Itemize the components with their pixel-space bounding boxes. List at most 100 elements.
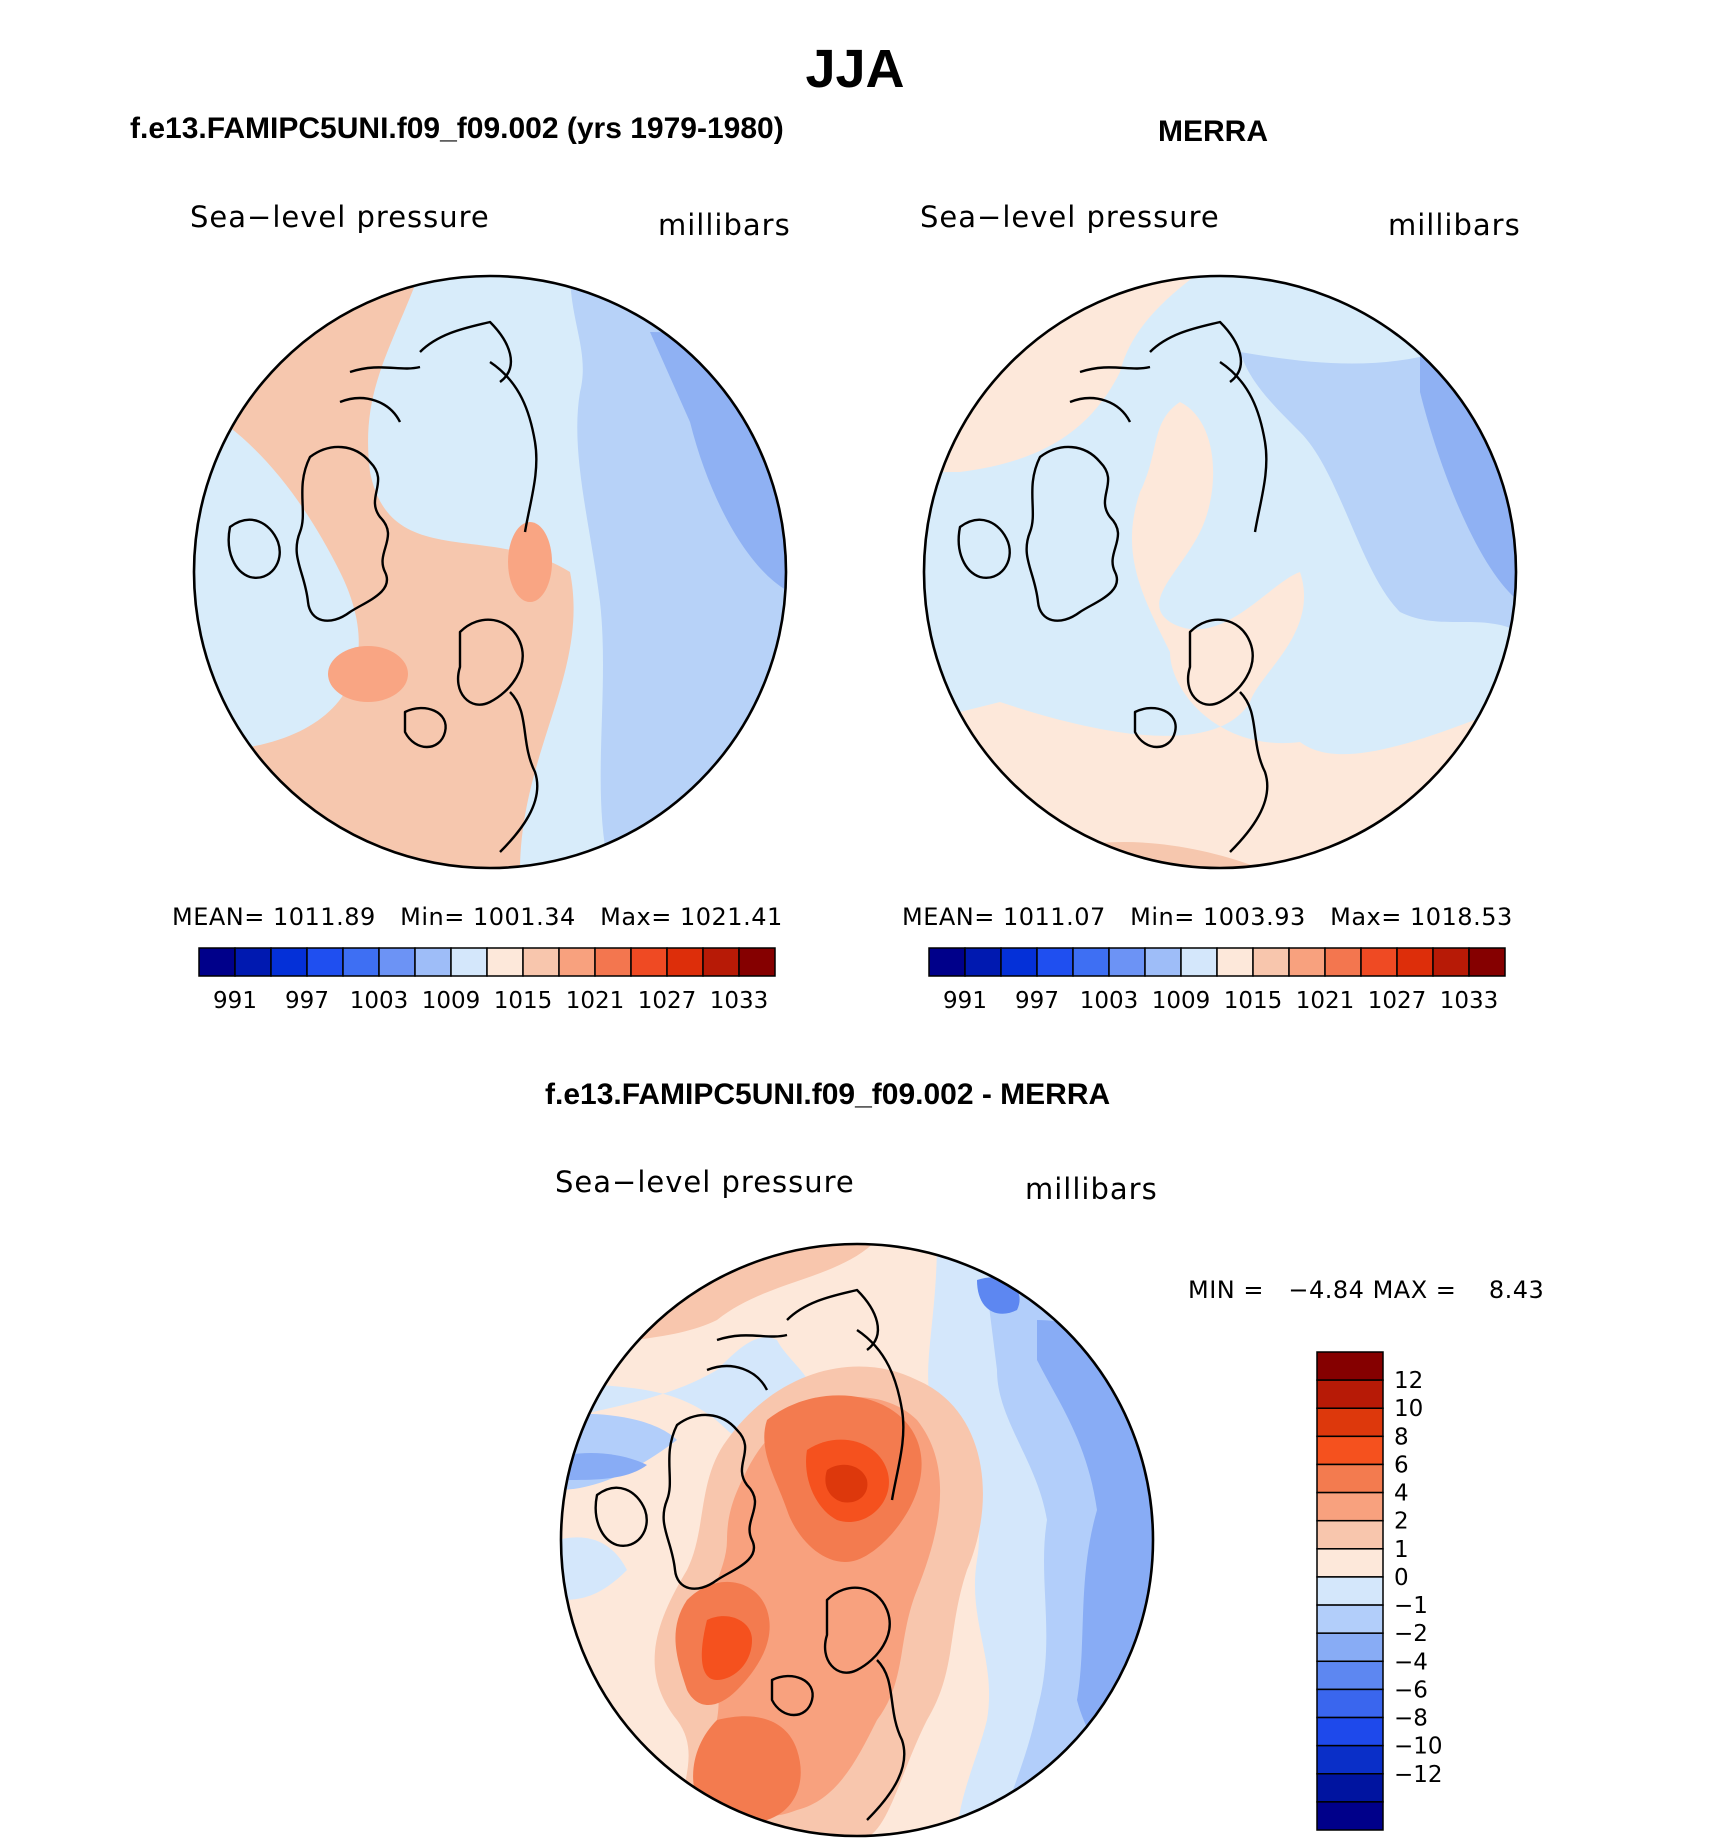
panel-2-mean-value: 1011.07 [1003, 903, 1106, 931]
diff-colorbar-box-5 [1316, 1491, 1384, 1522]
panel-3-max-label: MAX = [1372, 1276, 1457, 1304]
colorbar-1-box-9 [522, 947, 560, 977]
panel-2-units: millibars [1388, 208, 1521, 242]
colorbar-2-tick-label: 1033 [1440, 988, 1499, 1014]
colorbar-2-tick-label: 1027 [1368, 988, 1427, 1014]
colorbar-2-box-8 [1216, 947, 1254, 977]
colorbar-1-box-7 [450, 947, 488, 977]
diff-colorbar-tick-label: −1 [1394, 1593, 1428, 1619]
diff-colorbar-tick-label: −4 [1394, 1649, 1428, 1675]
diff-colorbar-box-4 [1316, 1463, 1384, 1494]
diff-colorbar-box-12 [1316, 1688, 1384, 1719]
diff-colorbar-box-3 [1316, 1435, 1384, 1466]
colorbar-2-box-10 [1288, 947, 1326, 977]
colorbar-1-box-1 [234, 947, 272, 977]
panel-3-field-label: Sea−level pressure [555, 1165, 855, 1199]
colorbar-1-tick-label: 1003 [350, 988, 409, 1014]
colorbar-1-box-0 [198, 947, 236, 977]
colorbar-2-tick-label: 1021 [1296, 988, 1355, 1014]
diff-colorbar-tick-label: 8 [1394, 1424, 1409, 1450]
diff-colorbar-tick-label: −12 [1394, 1762, 1443, 1788]
diff-colorbar-tick-label: 12 [1394, 1368, 1423, 1394]
colorbar-2-box-7 [1180, 947, 1218, 977]
colorbar-1-tick-label: 991 [213, 988, 257, 1014]
colorbar-2-tick-label: 1003 [1080, 988, 1139, 1014]
diff-colorbar-box-9 [1316, 1604, 1384, 1634]
diff-colorbar-box-7 [1316, 1548, 1384, 1578]
colorbar-2-box-6 [1144, 947, 1182, 977]
diff-colorbar-box-0 [1316, 1351, 1384, 1381]
diff-colorbar-box-8 [1316, 1576, 1384, 1606]
panel-1-map [192, 274, 788, 870]
colorbar-2-box-0 [928, 947, 966, 977]
diff-colorbar-tick-label: −2 [1394, 1621, 1428, 1647]
colorbar-1-tick-label: 1009 [422, 988, 481, 1014]
diff-colorbar-box-14 [1316, 1744, 1384, 1775]
colorbar-2-box-9 [1252, 947, 1290, 977]
colorbar-2-box-1 [964, 947, 1002, 977]
panel-3-min-value: −4.84 [1288, 1276, 1365, 1304]
panel-2-max-label: Max= [1330, 903, 1402, 931]
figure-title: JJA [805, 39, 905, 99]
panel-2-map [922, 274, 1518, 870]
panel-1-field-label: Sea−level pressure [190, 200, 490, 234]
colorbar-2-tick-label: 997 [1015, 988, 1059, 1014]
diff-colorbar-box-2 [1316, 1407, 1384, 1438]
colorbar-1-box-5 [378, 947, 416, 977]
colorbar-1-box-4 [342, 947, 380, 977]
panel-1-mean-value: 1011.89 [273, 903, 376, 931]
colorbar-1-box-8 [486, 947, 524, 977]
panel-3-units: millibars [1025, 1172, 1158, 1206]
colorbar-1-box-13 [666, 947, 704, 977]
colorbar-2-box-4 [1072, 947, 1110, 977]
diff-colorbar-box-13 [1316, 1716, 1384, 1747]
colorbar-2-box-12 [1360, 947, 1398, 977]
diff-colorbar-box-15 [1316, 1773, 1384, 1803]
panel-3-stats: MIN = −4.84 MAX = 8.43 [1188, 1276, 1544, 1304]
panel-1-min-label: Min= [400, 903, 465, 931]
panel-3-heading: f.e13.FAMIPC5UNI.f09_f09.002 - MERRA [545, 1078, 1111, 1111]
colorbar-2-box-14 [1432, 947, 1470, 977]
colorbar-1-box-15 [738, 947, 776, 977]
colorbar-1-tick-label: 1027 [638, 988, 697, 1014]
colorbar-2-tick-label: 991 [943, 988, 987, 1014]
colorbar-2-box-5 [1108, 947, 1146, 977]
diff-colorbar-tick-label: 0 [1394, 1565, 1409, 1591]
diff-colorbar-tick-label: 4 [1394, 1481, 1409, 1507]
colorbar-2-box-2 [1000, 947, 1038, 977]
diff-colorbar-tick-label: −10 [1394, 1734, 1443, 1760]
diff-colorbar-tick-label: 2 [1394, 1509, 1409, 1535]
colorbar-2-tick-label: 1015 [1224, 988, 1283, 1014]
colorbar-1-tick-label: 1033 [710, 988, 769, 1014]
colorbar-1-box-12 [630, 947, 668, 977]
diff-colorbar-box-1 [1316, 1379, 1384, 1409]
panel-2-heading: MERRA [1158, 115, 1268, 148]
panel-1-mean-label: MEAN= [172, 903, 265, 931]
colorbar-1-box-2 [270, 947, 308, 977]
panel-3-max-value: 8.43 [1488, 1276, 1545, 1304]
colorbar-1-box-14 [702, 947, 740, 977]
colorbar-2-tick-label: 1009 [1152, 988, 1211, 1014]
panel-3-min-label: MIN = [1188, 1276, 1264, 1304]
panel-1-colorbar: 991 997 1003 1009 1015 1021 1027 1033 [198, 947, 776, 1014]
colorbar-1-box-3 [306, 947, 344, 977]
panel-2-mean-label: MEAN= [902, 903, 995, 931]
diff-colorbar-tick-label: 6 [1394, 1452, 1409, 1478]
colorbar-1-box-10 [558, 947, 596, 977]
panel-2-max-value: 1018.53 [1410, 903, 1513, 931]
colorbar-2-box-3 [1036, 947, 1074, 977]
panel-2-min-value: 1003.93 [1202, 903, 1306, 931]
diff-colorbar-box-11 [1316, 1660, 1384, 1691]
colorbar-1-box-6 [414, 947, 452, 977]
colorbar-2-box-15 [1468, 947, 1506, 977]
panel-2-stats: MEAN= 1011.07 Min= 1003.93 Max= 1018.53 [902, 903, 1513, 931]
panel-2-min-label: Min= [1130, 903, 1195, 931]
panel-1-heading: f.e13.FAMIPC5UNI.f09_f09.002 (yrs 1979-1… [130, 112, 784, 145]
panel-1-units: millibars [658, 208, 791, 242]
colorbar-1-tick-label: 1021 [566, 988, 625, 1014]
panel-1-max-value: 1021.41 [680, 903, 783, 931]
colorbar-1-box-11 [594, 947, 632, 977]
colorbar-2-box-13 [1396, 947, 1434, 977]
panel-3-map [559, 1242, 1155, 1838]
